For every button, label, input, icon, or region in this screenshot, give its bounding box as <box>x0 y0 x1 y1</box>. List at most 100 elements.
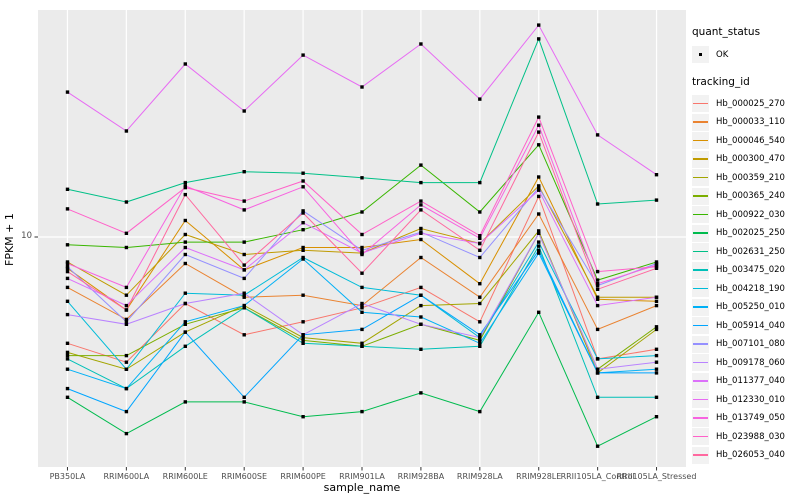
data-point <box>537 175 541 179</box>
data-point <box>419 347 423 351</box>
data-point <box>654 173 659 177</box>
data-point <box>360 344 364 348</box>
data-point <box>537 23 541 27</box>
data-point <box>537 37 541 41</box>
data-point <box>360 327 364 332</box>
legend-entry-Hb_013749_050: Hb_013749_050 <box>692 409 798 427</box>
data-point <box>124 360 129 364</box>
data-point <box>537 115 541 119</box>
data-point <box>595 287 600 291</box>
data-point <box>419 391 423 395</box>
data-point <box>242 252 246 257</box>
data-point <box>183 344 187 348</box>
legend-entry-label: Hb_000025_270 <box>716 98 785 109</box>
x-tick-label: RRIM928LA <box>457 472 503 481</box>
data-point <box>478 234 482 238</box>
data-point <box>654 325 659 329</box>
series-color-line-icon <box>693 102 708 105</box>
legend-entry-Hb_000046_540: Hb_000046_540 <box>692 132 798 149</box>
data-point <box>595 269 600 274</box>
data-point <box>301 248 305 252</box>
legend-entry-Hb_009178_060: Hb_009178_060 <box>692 354 798 371</box>
legend-key-swatch <box>692 391 709 408</box>
data-point <box>242 303 246 308</box>
data-point <box>478 344 482 348</box>
legend-item-ok: OK <box>692 46 798 63</box>
legend-key-swatch <box>692 224 709 242</box>
data-point <box>124 409 129 414</box>
data-point <box>360 285 364 290</box>
data-point <box>419 315 423 319</box>
data-point <box>360 248 364 252</box>
data-point <box>124 303 129 308</box>
y-tick-label: 10 <box>21 231 32 241</box>
legend-key-swatch <box>692 317 709 334</box>
data-point <box>419 226 423 231</box>
data-point <box>595 283 600 288</box>
data-point <box>537 231 541 235</box>
x-tick-label: PB350LA <box>50 472 86 481</box>
data-point <box>360 341 364 345</box>
data-point <box>419 285 423 290</box>
legend-key-swatch <box>692 132 709 149</box>
x-tick-label: RRIM600LA <box>103 472 149 481</box>
data-point <box>124 231 129 235</box>
data-point <box>595 327 600 332</box>
data-point <box>360 409 364 414</box>
legend-entry-label: Hb_009178_060 <box>716 357 785 368</box>
data-point <box>595 133 600 137</box>
data-point <box>301 245 305 250</box>
data-point <box>65 312 70 317</box>
data-point <box>183 245 187 250</box>
legend-key-swatch <box>692 354 709 371</box>
data-point <box>65 276 70 281</box>
data-point <box>242 263 246 267</box>
data-point <box>301 338 305 343</box>
data-point <box>360 210 364 214</box>
data-point <box>360 301 364 306</box>
data-point <box>537 240 541 244</box>
series-color-line-icon <box>693 213 708 216</box>
data-point <box>595 395 600 399</box>
data-point <box>124 245 129 250</box>
data-point <box>124 431 129 436</box>
legend-key-swatch <box>692 113 709 131</box>
data-point <box>183 180 187 185</box>
data-point <box>419 163 423 167</box>
data-point <box>301 179 305 183</box>
series-color-line-icon <box>693 176 708 179</box>
legend-key-swatch <box>692 206 709 223</box>
data-point <box>242 333 246 337</box>
legend-entry-label: Hb_000359_210 <box>716 172 785 183</box>
x-tick-label: RRIM901LA <box>339 472 385 481</box>
data-point <box>124 322 129 326</box>
data-point <box>478 236 482 240</box>
data-point <box>595 444 600 448</box>
data-point <box>419 303 423 308</box>
data-point <box>301 185 305 189</box>
data-point <box>419 203 423 207</box>
data-point <box>183 330 187 334</box>
data-point <box>537 188 541 192</box>
data-point <box>537 185 541 190</box>
legend-entry-Hb_007101_080: Hb_007101_080 <box>692 335 798 353</box>
data-point <box>595 357 600 361</box>
data-point <box>478 295 482 299</box>
data-point <box>242 208 246 212</box>
data-point <box>242 295 246 299</box>
data-point <box>301 320 305 324</box>
data-point <box>537 194 541 199</box>
data-point <box>478 180 482 185</box>
legend-entry-Hb_005914_040: Hb_005914_040 <box>692 317 798 334</box>
data-point <box>537 229 541 233</box>
data-point <box>654 371 659 375</box>
data-point <box>654 367 659 371</box>
data-point <box>183 232 187 237</box>
legend-entry-label: Hb_011377_040 <box>716 376 785 386</box>
data-point <box>65 395 70 399</box>
legend-entry-Hb_011377_040: Hb_011377_040 <box>692 372 798 390</box>
data-point <box>595 367 600 371</box>
legend-key-swatch <box>692 372 709 390</box>
data-point <box>537 310 541 314</box>
